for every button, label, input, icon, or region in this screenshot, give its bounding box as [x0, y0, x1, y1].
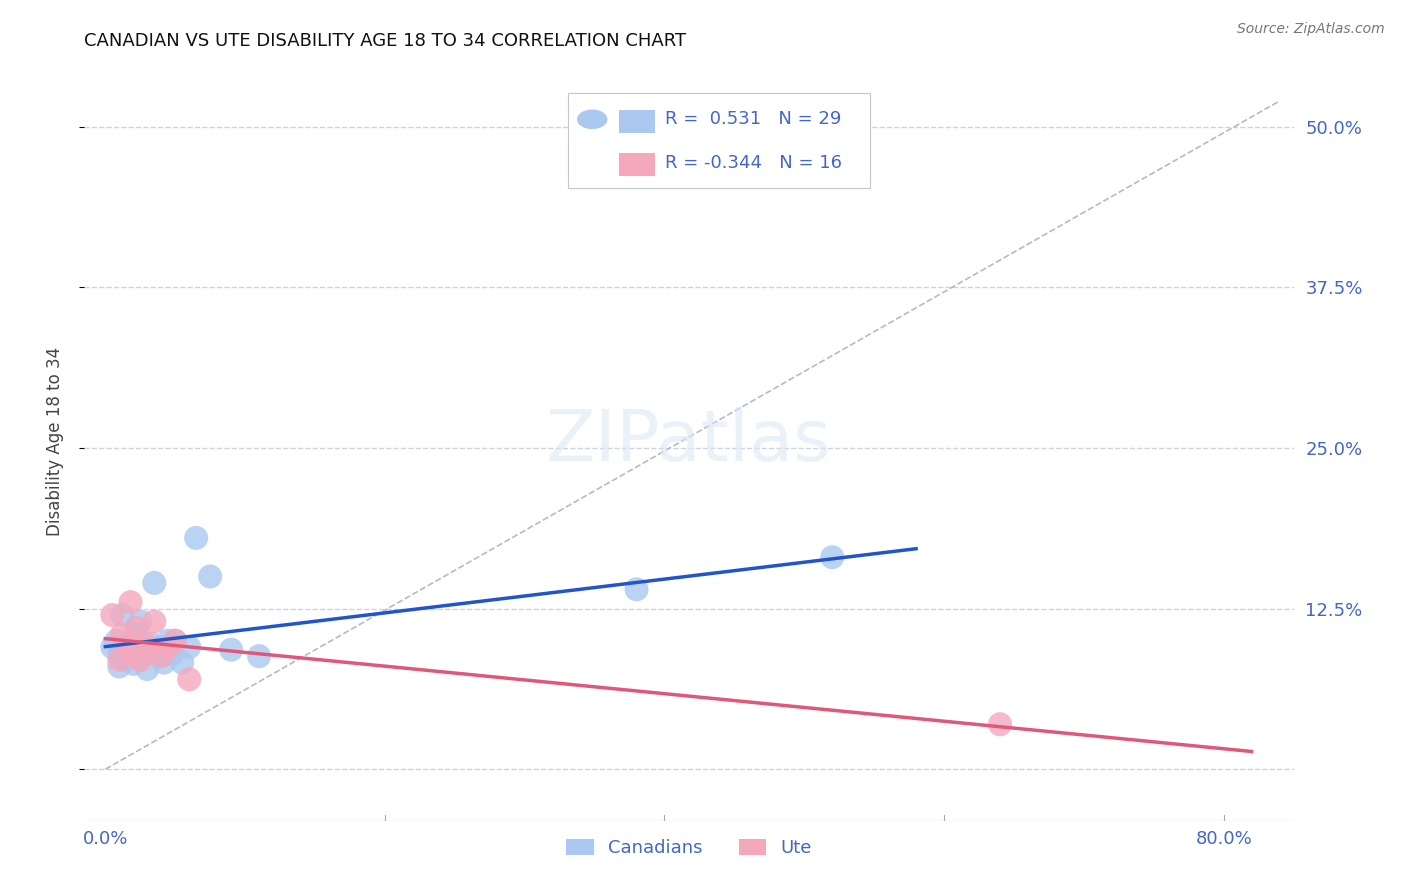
Point: [108, 659, 131, 673]
Point: [134, 636, 156, 650]
Point: [148, 649, 170, 664]
Point: [150, 640, 173, 655]
Point: [122, 647, 145, 661]
Circle shape: [578, 111, 607, 128]
Point: [139, 636, 162, 650]
Point: [143, 575, 166, 590]
Point: [219, 642, 242, 657]
Point: [129, 653, 152, 667]
Point: [143, 615, 166, 629]
Point: [108, 647, 131, 661]
Point: [821, 550, 844, 565]
Point: [136, 644, 159, 658]
Point: [108, 653, 131, 667]
Text: Source: ZipAtlas.com: Source: ZipAtlas.com: [1237, 22, 1385, 37]
Text: R = -0.344   N = 16: R = -0.344 N = 16: [665, 154, 842, 172]
Point: [134, 644, 156, 658]
Point: [101, 640, 124, 655]
Text: CANADIAN VS UTE DISABILITY AGE 18 TO 34 CORRELATION CHART: CANADIAN VS UTE DISABILITY AGE 18 TO 34 …: [84, 32, 686, 50]
Point: [111, 627, 134, 641]
Point: [186, 531, 208, 545]
Point: [165, 633, 187, 648]
Point: [111, 607, 134, 622]
Point: [165, 633, 187, 648]
Point: [150, 649, 173, 664]
Point: [153, 656, 176, 670]
Text: ZIPatlas: ZIPatlas: [546, 407, 832, 476]
Point: [179, 640, 201, 655]
Point: [162, 647, 184, 661]
Bar: [619, 111, 655, 133]
Point: [198, 569, 221, 583]
Point: [115, 653, 138, 667]
Point: [129, 615, 152, 629]
Point: [115, 640, 138, 655]
Point: [157, 633, 180, 648]
Point: [125, 621, 148, 635]
Point: [179, 673, 201, 687]
Text: R =  0.531   N = 29: R = 0.531 N = 29: [665, 111, 841, 128]
Point: [157, 640, 180, 655]
FancyBboxPatch shape: [568, 93, 870, 187]
Point: [101, 607, 124, 622]
Point: [247, 649, 270, 664]
Point: [626, 582, 648, 597]
Point: [105, 633, 128, 648]
Point: [125, 627, 148, 641]
Point: [120, 595, 142, 609]
Point: [172, 656, 194, 670]
Point: [120, 640, 142, 655]
Bar: [619, 153, 655, 177]
Y-axis label: Disability Age 18 to 34: Disability Age 18 to 34: [45, 347, 63, 536]
Point: [136, 662, 159, 676]
Point: [122, 657, 145, 671]
Legend: Canadians, Ute: Canadians, Ute: [560, 832, 818, 864]
Point: [129, 649, 152, 664]
Point: [988, 717, 1011, 731]
